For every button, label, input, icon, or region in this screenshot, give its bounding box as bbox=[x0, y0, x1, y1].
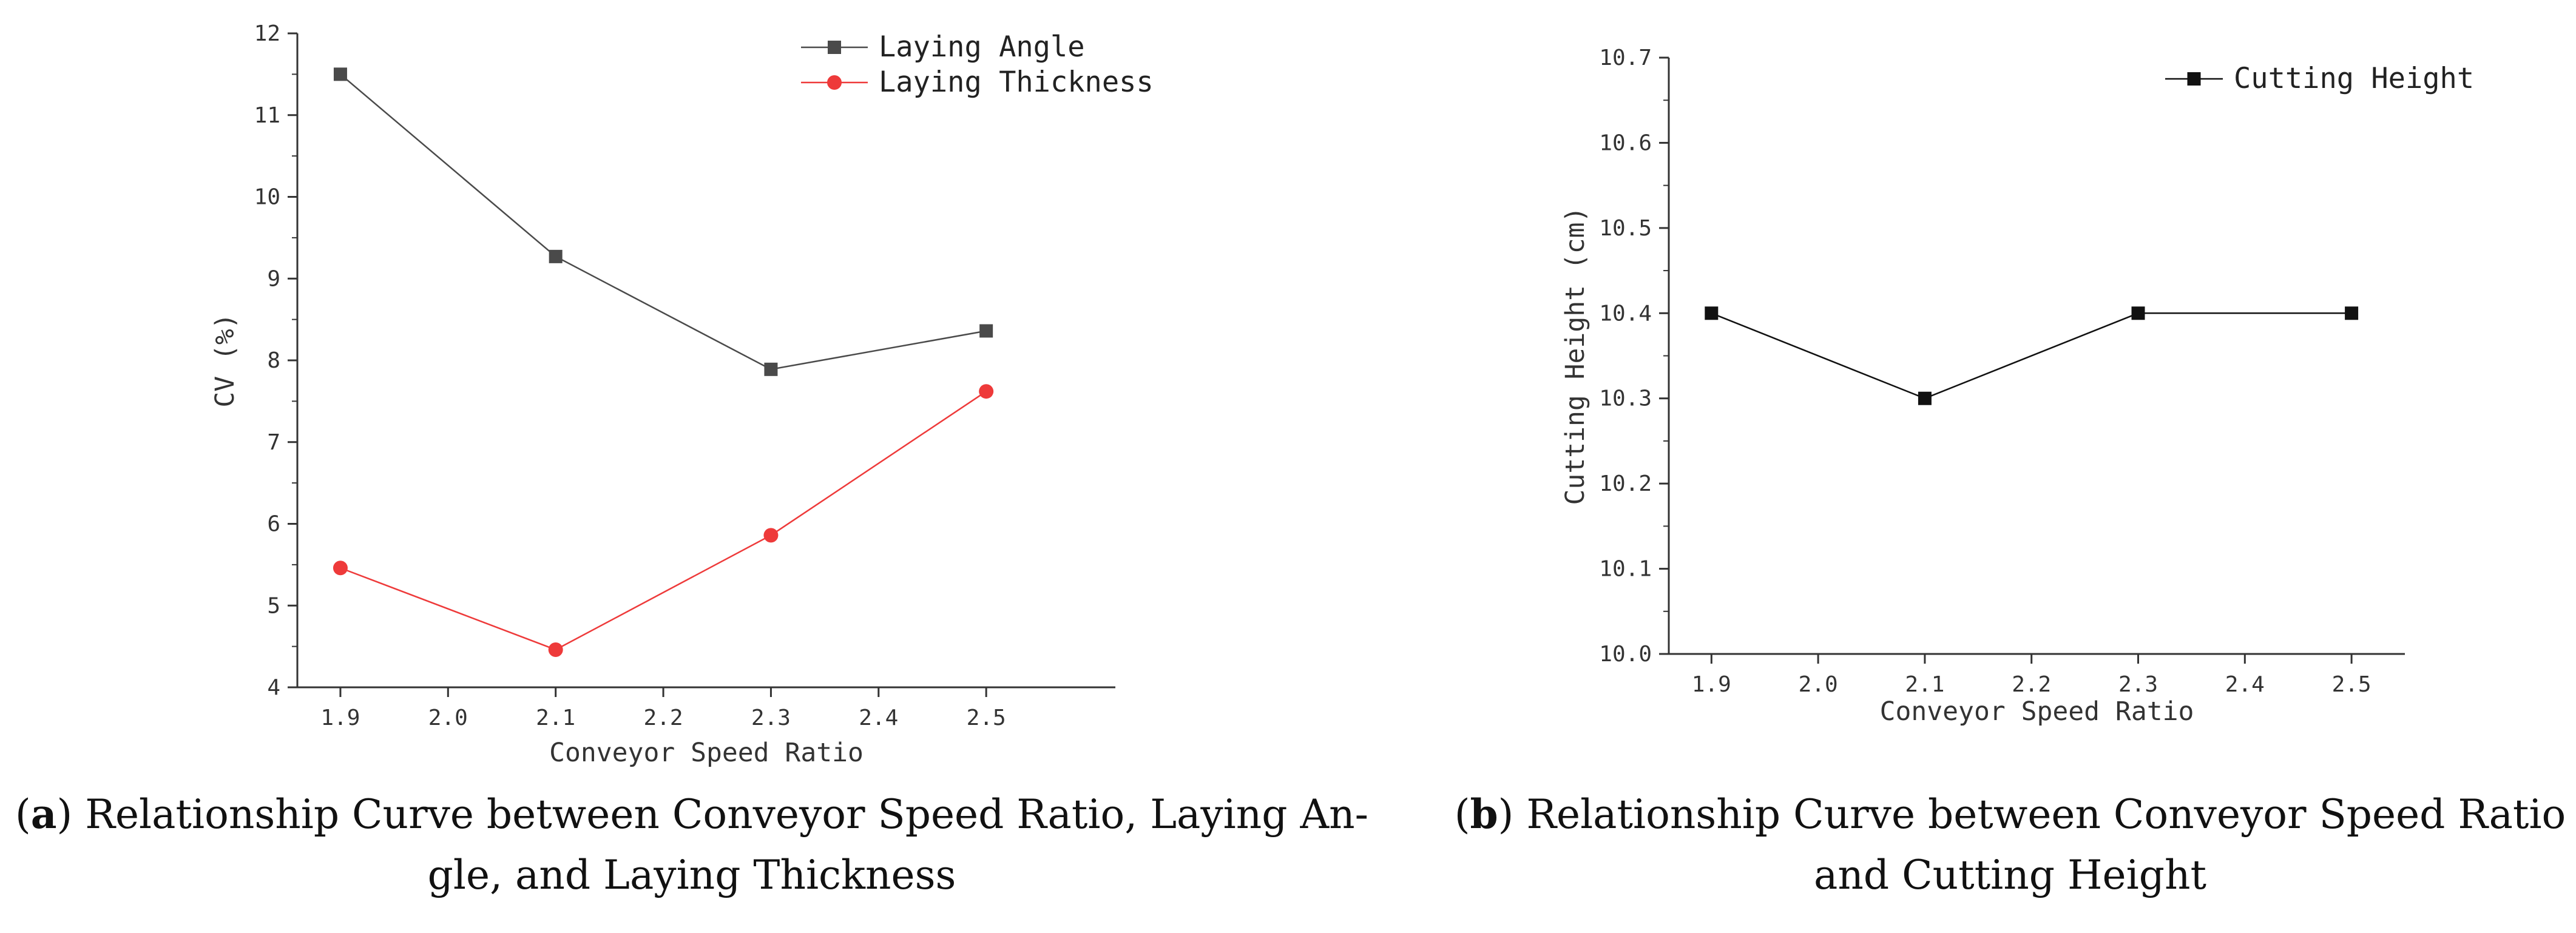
caption-a-text1: Relationship Curve between Conveyor Spee… bbox=[72, 791, 1368, 838]
y-tick-label: 6 bbox=[267, 512, 280, 537]
legend-marker bbox=[828, 41, 841, 54]
legend-label: Laying Thickness bbox=[879, 66, 1154, 99]
caption-b: (b) Relationship Curve between Conveyor … bbox=[1444, 784, 2576, 906]
x-tick-label: 2.2 bbox=[644, 706, 683, 730]
x-tick-label: 2.1 bbox=[536, 706, 575, 730]
x-tick-label: 2.5 bbox=[2332, 672, 2371, 697]
x-tick-label: 2.0 bbox=[428, 706, 468, 730]
x-tick-label: 2.4 bbox=[2225, 672, 2265, 697]
y-tick-label: 12 bbox=[254, 21, 280, 46]
y-tick-label: 10.7 bbox=[1599, 45, 1652, 70]
y-axis-label: CV (%) bbox=[210, 313, 240, 407]
y-tick-label: 10.6 bbox=[1599, 130, 1652, 155]
data-point bbox=[2131, 306, 2145, 320]
y-tick-label: 4 bbox=[267, 675, 280, 700]
y-tick-label: 10.1 bbox=[1599, 557, 1652, 582]
y-tick-label: 10.2 bbox=[1599, 471, 1652, 496]
caption-a: (a) Relationship Curve between Conveyor … bbox=[0, 784, 1384, 906]
data-point bbox=[333, 561, 348, 576]
x-tick-label: 2.3 bbox=[751, 706, 791, 730]
y-tick-label: 10.4 bbox=[1599, 301, 1652, 326]
data-point bbox=[763, 528, 779, 543]
y-tick-label: 11 bbox=[254, 103, 280, 128]
x-tick-label: 2.1 bbox=[1905, 672, 1944, 697]
y-tick-label: 10.3 bbox=[1599, 386, 1652, 411]
legend-label: Laying Angle bbox=[879, 30, 1085, 64]
caption-a-line2: gle, and Laying Thickness bbox=[427, 852, 956, 898]
data-point bbox=[1705, 306, 1719, 320]
data-point bbox=[2345, 306, 2359, 320]
caption-b-text1: Relationship Curve between Conveyor Spee… bbox=[1513, 791, 2566, 838]
x-tick-label: 1.9 bbox=[320, 706, 360, 730]
y-tick-label: 8 bbox=[267, 348, 280, 373]
data-point bbox=[333, 67, 347, 81]
data-point bbox=[979, 384, 994, 399]
y-tick-label: 9 bbox=[267, 266, 280, 291]
x-tick-label: 2.0 bbox=[1799, 672, 1838, 697]
data-point bbox=[979, 324, 993, 338]
x-tick-label: 2.3 bbox=[2118, 672, 2158, 697]
y-tick-label: 7 bbox=[267, 430, 280, 455]
data-point bbox=[548, 642, 563, 658]
y-tick-label: 10 bbox=[254, 185, 280, 210]
legend-marker bbox=[827, 75, 842, 90]
caption-b-line2: and Cutting Height bbox=[1814, 852, 2206, 898]
x-tick-label: 2.2 bbox=[2012, 672, 2051, 697]
y-axis-label: Cutting Height (cm) bbox=[1560, 207, 1591, 505]
x-axis-label: Conveyor Speed Ratio bbox=[1880, 696, 2194, 727]
legend-label: Cutting Height bbox=[2234, 62, 2474, 95]
caption-a-letter: a bbox=[30, 790, 57, 838]
caption-a-line1: (a) Relationship Curve between Conveyor … bbox=[15, 790, 1368, 838]
data-point bbox=[549, 249, 563, 263]
series-line-1 bbox=[340, 391, 987, 651]
y-tick-label: 10.0 bbox=[1599, 642, 1652, 667]
caption-b-line1: (b) Relationship Curve between Conveyor … bbox=[1454, 790, 2566, 838]
caption-b-letter: b bbox=[1470, 790, 1498, 838]
series-line-0 bbox=[340, 73, 987, 371]
data-point bbox=[1918, 391, 1932, 405]
y-tick-label: 5 bbox=[267, 593, 280, 618]
y-tick-label: 10.5 bbox=[1599, 216, 1652, 241]
x-tick-label: 2.4 bbox=[859, 706, 898, 730]
legend-marker bbox=[2187, 72, 2201, 86]
x-tick-label: 1.9 bbox=[1692, 672, 1731, 697]
x-tick-label: 2.5 bbox=[967, 706, 1006, 730]
x-axis-label: Conveyor Speed Ratio bbox=[549, 738, 864, 768]
series-line-0 bbox=[1711, 312, 2352, 400]
data-point bbox=[764, 362, 778, 376]
